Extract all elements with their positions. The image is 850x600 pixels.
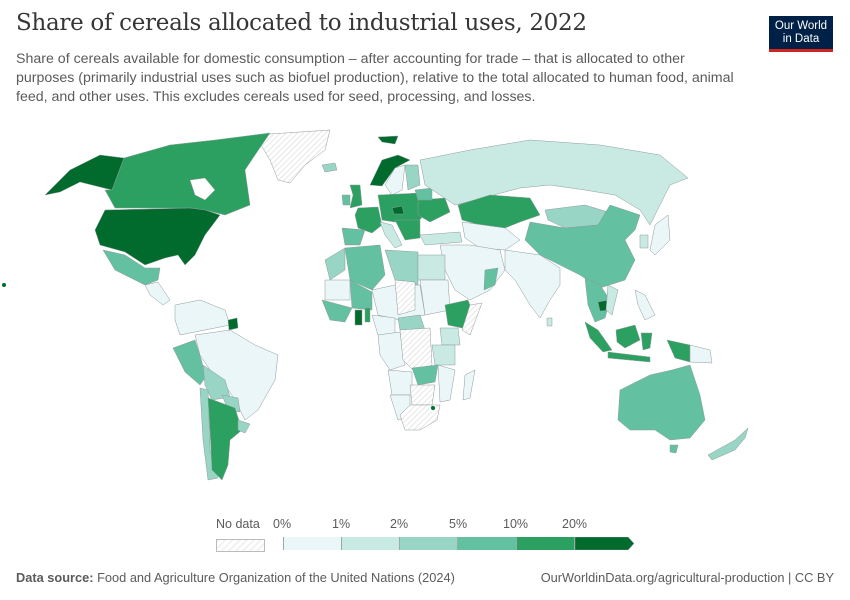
- region-angola[interactable]: [387, 369, 413, 396]
- region-kazakhstan[interactable]: [457, 194, 541, 229]
- region-java[interactable]: [607, 351, 651, 363]
- logo-line-1: Our World: [774, 20, 828, 32]
- region-chile[interactable]: [199, 387, 219, 481]
- region-car[interactable]: [397, 314, 426, 331]
- region-china[interactable]: [524, 204, 641, 289]
- region-togo-benin[interactable]: [364, 307, 371, 323]
- chart-subtitle: Share of cereals available for domestic …: [16, 51, 734, 105]
- region-balkans[interactable]: [394, 219, 421, 241]
- region-ireland[interactable]: [341, 194, 351, 206]
- region-mali[interactable]: [349, 279, 373, 311]
- region-sri-lanka[interactable]: [546, 317, 553, 327]
- legend-label-5: 20%: [562, 517, 588, 531]
- region-usa[interactable]: [94, 207, 221, 266]
- region-nigeria[interactable]: [371, 314, 396, 336]
- region-horn[interactable]: [461, 302, 483, 336]
- legend-bin-10-20[interactable]: [517, 537, 575, 550]
- region-new-guinea[interactable]: [666, 339, 691, 363]
- data-source-text[interactable]: Food and Agriculture Organization of the…: [97, 570, 455, 585]
- legend-bin-1-2[interactable]: [342, 537, 400, 550]
- region-finland[interactable]: [404, 164, 421, 191]
- legend-bin-5-10[interactable]: [458, 537, 517, 550]
- region-hungary[interactable]: [391, 205, 405, 215]
- region-north-africa-west[interactable]: [324, 247, 346, 281]
- region-algeria[interactable]: [344, 244, 386, 291]
- region-mexico[interactable]: [102, 249, 161, 286]
- region-egypt[interactable]: [417, 254, 446, 281]
- region-northern-south-america[interactable]: [174, 299, 231, 336]
- region-svalbard[interactable]: [377, 135, 399, 145]
- region-canada[interactable]: [104, 132, 271, 216]
- world-map[interactable]: [0, 120, 850, 510]
- region-vietnam[interactable]: [605, 284, 619, 316]
- region-iceland[interactable]: [321, 162, 338, 173]
- legend-label-1: 1%: [332, 517, 351, 531]
- region-central-africa[interactable]: [377, 331, 406, 371]
- region-japan[interactable]: [649, 214, 671, 256]
- color-legend: No data 0% 1% 2% 5% 10% 20%: [200, 515, 650, 555]
- region-libya[interactable]: [384, 249, 419, 286]
- legend-no-data-label: No data: [216, 517, 260, 531]
- region-brazil[interactable]: [194, 329, 279, 421]
- region-sulawesi[interactable]: [640, 332, 653, 351]
- region-france[interactable]: [354, 206, 383, 234]
- region-sweden[interactable]: [384, 164, 406, 196]
- legend-label-2: 2%: [390, 517, 409, 531]
- data-source-label: Data source:: [16, 570, 94, 585]
- region-belarus[interactable]: [414, 187, 433, 201]
- region-iberia[interactable]: [341, 227, 366, 246]
- region-bolivia[interactable]: [202, 364, 231, 401]
- region-mainland-sea[interactable]: [584, 277, 611, 323]
- region-mozambique[interactable]: [437, 364, 456, 403]
- legend-bin-2-5[interactable]: [400, 537, 458, 550]
- region-norway[interactable]: [369, 154, 411, 187]
- region-eswatini[interactable]: [431, 406, 435, 410]
- region-zambia[interactable]: [411, 364, 439, 386]
- region-central-america[interactable]: [144, 281, 171, 306]
- region-australia[interactable]: [617, 364, 706, 441]
- legend-bin-0-1[interactable]: [283, 537, 342, 550]
- region-argentina[interactable]: [207, 397, 243, 481]
- region-south-asia[interactable]: [504, 249, 561, 319]
- logo-line-2: in Data: [782, 33, 820, 45]
- legend-label-4: 10%: [503, 517, 529, 531]
- region-tanzania[interactable]: [431, 344, 456, 366]
- region-tasmania[interactable]: [669, 444, 679, 454]
- chart-title: Share of cereals allocated to industrial…: [16, 10, 587, 36]
- region-south-africa[interactable]: [399, 404, 441, 431]
- data-source: Data source: Food and Agriculture Organi…: [16, 570, 455, 585]
- region-botswana[interactable]: [409, 384, 436, 406]
- region-turkey[interactable]: [419, 231, 463, 246]
- region-png[interactable]: [689, 344, 713, 364]
- region-borneo[interactable]: [615, 324, 641, 349]
- region-philippines[interactable]: [634, 289, 656, 321]
- legend-bin-20-plus[interactable]: [575, 537, 635, 550]
- region-sumatra[interactable]: [584, 321, 613, 353]
- owid-logo[interactable]: Our World in Data: [769, 16, 833, 52]
- region-hawaii[interactable]: [2, 283, 6, 287]
- legend-no-data-swatch[interactable]: [216, 539, 265, 552]
- region-ghana[interactable]: [354, 309, 363, 326]
- region-mauritania[interactable]: [324, 279, 351, 301]
- legend-label-3: 5%: [449, 517, 468, 531]
- region-korea[interactable]: [639, 234, 649, 249]
- region-greenland[interactable]: [254, 129, 331, 184]
- region-chad-hatch[interactable]: [394, 279, 416, 316]
- region-new-zealand[interactable]: [707, 427, 749, 461]
- region-kenya[interactable]: [439, 327, 461, 346]
- source-link[interactable]: OurWorldinData.org/agricultural-producti…: [540, 570, 834, 585]
- region-west-africa-coast[interactable]: [321, 299, 353, 323]
- region-uk[interactable]: [349, 184, 363, 209]
- region-drc[interactable]: [399, 327, 433, 373]
- legend-label-0: 0%: [273, 517, 292, 531]
- region-oman[interactable]: [483, 267, 499, 291]
- region-uruguay[interactable]: [237, 419, 251, 434]
- region-madagascar[interactable]: [462, 369, 476, 401]
- region-russia[interactable]: [419, 139, 689, 226]
- region-italy[interactable]: [379, 221, 403, 249]
- region-ukraine[interactable]: [417, 197, 451, 223]
- region-canada-bay: [189, 177, 216, 201]
- region-suriname[interactable]: [227, 317, 239, 331]
